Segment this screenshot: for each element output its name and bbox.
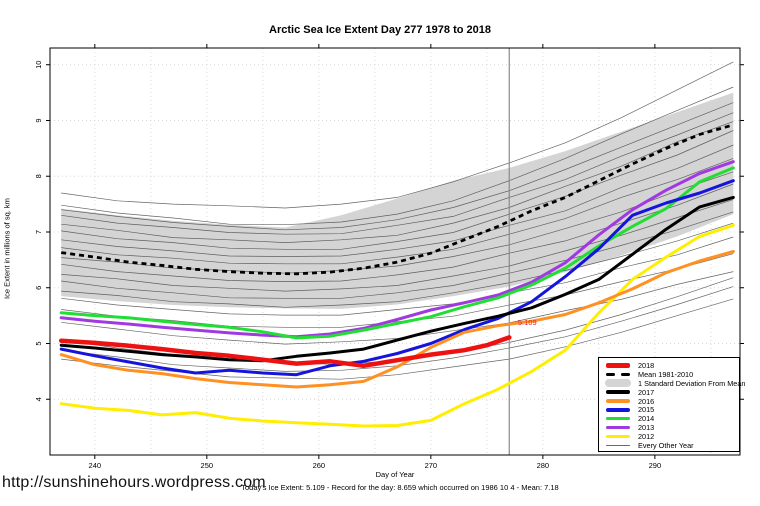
legend-item: 2017: [605, 388, 739, 397]
other-year-line: [61, 130, 734, 250]
other-year-line: [61, 158, 734, 265]
x-axis-label: Day of Year: [375, 470, 415, 479]
legend-swatch-1-standard-deviation-from-mean: [605, 379, 631, 388]
legend-item: 2013: [605, 423, 739, 432]
y-tick-label: 5: [34, 341, 43, 345]
legend-item: 2015: [605, 405, 739, 414]
legend-swatch-2018: [605, 363, 631, 368]
legend-label: 2015: [638, 405, 655, 415]
extent-annotation: 5.109: [518, 318, 537, 327]
legend-label: 1 Standard Deviation From Mean: [638, 378, 746, 388]
x-tick-label: 290: [649, 461, 662, 470]
legend-swatch-2015: [605, 408, 631, 412]
legend-swatch-mean-1981-2010: [605, 372, 631, 377]
legend-swatch-2013: [605, 425, 631, 430]
legend-item: 2012: [605, 432, 739, 441]
plot-border: [49, 47, 741, 456]
legend-item: Mean 1981-2010: [605, 370, 739, 379]
legend-swatch-2014: [605, 417, 631, 421]
other-year-line: [61, 236, 734, 316]
series-line-2012: [59, 223, 735, 428]
series-line-2014: [59, 166, 735, 340]
x-tick-label: 250: [201, 461, 214, 470]
other-year-line: [61, 144, 734, 257]
x-tick-label: 270: [425, 461, 438, 470]
y-tick-label: 7: [34, 230, 43, 234]
y-tick-label: 10: [34, 61, 43, 69]
legend-swatch-2012: [605, 434, 631, 439]
legend: 2018 Mean 1981-2010 1 Standard Deviation F…: [598, 357, 745, 452]
other-year-line: [61, 199, 734, 292]
y-tick-label: 9: [34, 118, 43, 122]
legend-item: 2016: [605, 397, 739, 406]
series-line-2016: [59, 250, 735, 389]
legend-label: 2013: [638, 423, 655, 433]
other-year-line: [61, 211, 734, 299]
legend-label: 2017: [638, 387, 655, 397]
legend-item: 2018: [605, 361, 739, 370]
legend-swatch-every-other-year: [605, 444, 631, 446]
series-line-2017: [59, 195, 735, 363]
series-line-2013: [59, 160, 735, 339]
y-tick-label: 8: [34, 174, 43, 178]
other-year-line: [61, 271, 734, 345]
other-year-line: [61, 86, 734, 226]
legend-label: 2016: [638, 396, 655, 406]
legend-label: Mean 1981-2010: [638, 369, 694, 379]
mean-line: [61, 123, 734, 276]
url-watermark: http://sunshinehours.wordpress.com: [2, 474, 266, 491]
legend-label: 2018: [638, 360, 655, 370]
std-dev-band: [61, 92, 734, 309]
other-year-line: [61, 171, 734, 274]
other-year-line: [61, 102, 734, 231]
series-line-2015: [59, 179, 735, 377]
other-year-line: [61, 112, 734, 235]
legend-item: 2014: [605, 414, 739, 423]
other-year-line: [61, 222, 734, 308]
legend-swatch-2016: [605, 399, 631, 403]
legend-swatch-2017: [605, 390, 631, 394]
x-tick-label: 260: [313, 461, 326, 470]
x-tick-label: 240: [89, 461, 102, 470]
legend-label: 2012: [638, 432, 655, 442]
other-year-line: [61, 298, 734, 380]
other-year-line: [61, 61, 734, 209]
y-tick-label: 4: [34, 397, 43, 401]
legend-label: Every Other Year: [638, 440, 694, 450]
legend-item: 1 Standard Deviation From Mean: [605, 379, 745, 388]
series-line-2018: [58, 335, 512, 369]
legend-label: 2014: [638, 414, 655, 424]
y-tick-label: 6: [34, 286, 43, 290]
other-year-line: [61, 253, 734, 328]
x-tick-label: 280: [537, 461, 550, 470]
legend-item: Every Other Year: [605, 441, 739, 450]
other-year-line: [61, 121, 734, 243]
other-year-line: [61, 183, 734, 282]
chart-subtitle: Today's Ice Extent: 5.109 - Record for t…: [241, 483, 559, 492]
y-axis-label: Ice Extent in millions of sq. km: [2, 198, 12, 299]
chart-title: Arctic Sea Ice Extent Day 277 1978 to 20…: [269, 24, 491, 36]
